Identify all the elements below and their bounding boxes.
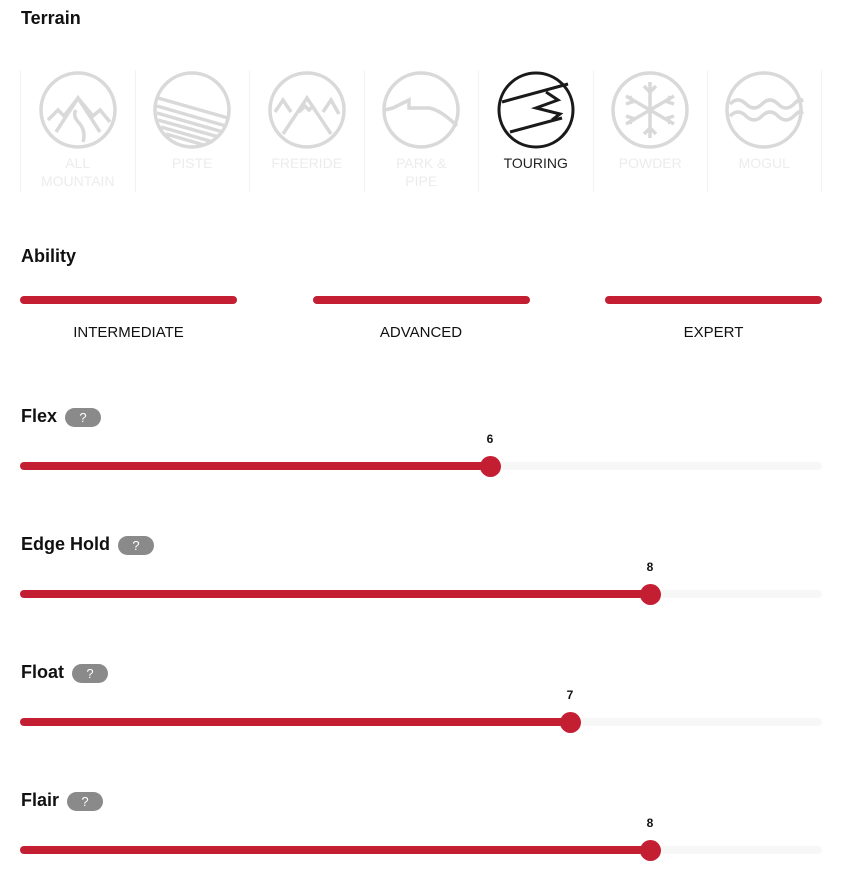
terrain-option-freeride[interactable]: FREERIDE bbox=[249, 70, 364, 192]
park-pipe-icon bbox=[382, 71, 460, 149]
edge-hold-label: Edge Hold bbox=[21, 534, 110, 554]
float-slider[interactable]: 7 bbox=[20, 688, 822, 734]
terrain-label: MOGUL bbox=[738, 155, 790, 171]
terrain-heading: Terrain bbox=[21, 8, 81, 28]
terrain-label: FREERIDE bbox=[271, 155, 343, 171]
float-label: Float bbox=[21, 662, 64, 682]
slider-value: 6 bbox=[486, 432, 494, 446]
slider-value: 8 bbox=[646, 816, 654, 830]
ability-label: EXPERT bbox=[683, 324, 744, 341]
terrain-label: PISTE bbox=[172, 155, 213, 171]
edge-hold-heading: Edge Hold? bbox=[21, 534, 154, 555]
flex-label: Flex bbox=[21, 406, 58, 426]
ability-bar bbox=[605, 296, 822, 304]
all-mountain-icon bbox=[39, 71, 117, 149]
terrain-label: POWDER bbox=[618, 155, 682, 171]
slider-value: 7 bbox=[566, 688, 574, 702]
slider-fill bbox=[20, 590, 650, 598]
flair-label: Flair bbox=[21, 790, 60, 810]
slider-fill bbox=[20, 846, 650, 854]
slider-fill bbox=[20, 718, 570, 726]
flex-slider[interactable]: 6 bbox=[20, 432, 822, 478]
ability-heading: Ability bbox=[21, 246, 77, 266]
piste-icon bbox=[153, 71, 231, 149]
terrain-label: PARK & PIPE bbox=[396, 155, 447, 189]
flex-heading: Flex? bbox=[21, 406, 102, 427]
ability-intermediate[interactable]: INTERMEDIATE bbox=[20, 296, 237, 341]
ability-label: ADVANCED bbox=[379, 324, 463, 341]
terrain-option-touring[interactable]: TOURING bbox=[478, 70, 593, 192]
terrain-selector: ALL MOUNTAIN PISTE FREERIDE PARK & PIPE TOUR… bbox=[20, 70, 822, 192]
flair-heading: Flair? bbox=[21, 790, 104, 811]
terrain-option-all-mountain[interactable]: ALL MOUNTAIN bbox=[20, 70, 135, 192]
slider-value: 8 bbox=[646, 560, 654, 574]
slider-fill bbox=[20, 462, 490, 470]
float-heading: Float? bbox=[21, 662, 108, 683]
mogul-icon bbox=[725, 71, 804, 149]
help-button[interactable]: ? bbox=[118, 535, 154, 555]
terrain-option-park-pipe[interactable]: PARK & PIPE bbox=[363, 70, 479, 192]
ability-advanced[interactable]: ADVANCED bbox=[312, 296, 530, 341]
slider-thumb[interactable] bbox=[640, 584, 661, 605]
flair-slider[interactable]: 8 bbox=[20, 816, 822, 862]
slider-thumb[interactable] bbox=[560, 712, 581, 733]
terrain-option-piste[interactable]: PISTE bbox=[134, 70, 250, 192]
terrain-option-powder[interactable]: POWDER bbox=[592, 70, 708, 192]
slider-thumb[interactable] bbox=[640, 840, 661, 861]
slider-thumb[interactable] bbox=[480, 456, 501, 477]
terrain-label: TOURING bbox=[503, 155, 568, 171]
ability-bar bbox=[312, 296, 530, 304]
terrain-option-mogul[interactable]: MOGUL bbox=[707, 70, 822, 192]
freeride-icon bbox=[268, 71, 346, 149]
touring-icon bbox=[497, 71, 575, 149]
terrain-label: ALL MOUNTAIN bbox=[40, 155, 115, 189]
ability-bar bbox=[20, 296, 237, 304]
help-button[interactable]: ? bbox=[72, 663, 108, 683]
edge-hold-slider[interactable]: 8 bbox=[20, 560, 822, 606]
powder-icon bbox=[611, 71, 689, 149]
ability-label: INTERMEDIATE bbox=[73, 324, 184, 341]
help-button[interactable]: ? bbox=[67, 791, 104, 811]
ability-selector: INTERMEDIATE ADVANCED EXPERT bbox=[20, 296, 822, 341]
ability-expert[interactable]: EXPERT bbox=[605, 296, 822, 341]
help-button[interactable]: ? bbox=[65, 407, 102, 427]
